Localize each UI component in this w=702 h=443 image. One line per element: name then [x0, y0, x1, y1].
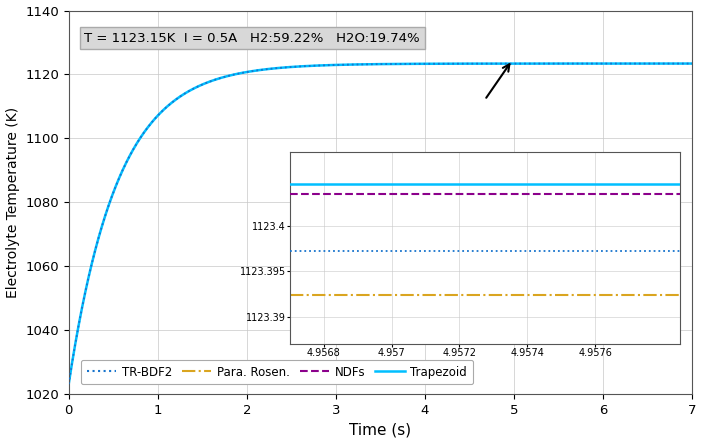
- Legend: TR-BDF2, Para. Rosen., NDFs, Trapezoid: TR-BDF2, Para. Rosen., NDFs, Trapezoid: [81, 360, 473, 385]
- X-axis label: Time (s): Time (s): [350, 423, 411, 437]
- Text: T = 1123.15K  I = 0.5A   H2:59.22%   H2O:19.74%: T = 1123.15K I = 0.5A H2:59.22% H2O:19.7…: [84, 31, 420, 45]
- Y-axis label: Electrolyte Temperature (K): Electrolyte Temperature (K): [6, 107, 20, 298]
